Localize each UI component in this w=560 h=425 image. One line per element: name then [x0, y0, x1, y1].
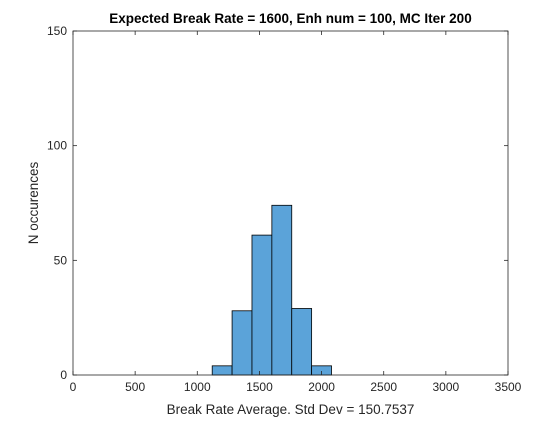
- x-tick-label: 2500: [370, 380, 397, 394]
- x-tick-label: 2000: [308, 380, 335, 394]
- y-tick-label: 50: [54, 253, 68, 267]
- histogram-bar-3: [271, 204, 293, 376]
- x-tick-label: 1000: [184, 380, 211, 394]
- x-tick-label: 1500: [246, 380, 273, 394]
- y-tick-label: 0: [60, 368, 67, 382]
- x-axis-label: Break Rate Average. Std Dev = 150.7537: [167, 402, 415, 417]
- y-tick-label: 150: [47, 24, 67, 38]
- x-tick-label: 3000: [433, 380, 460, 394]
- y-axis-label: N occurences: [26, 161, 41, 244]
- x-tick-label: 0: [70, 380, 77, 394]
- histogram-bar-4: [291, 308, 313, 376]
- histogram-bar-2: [251, 234, 273, 376]
- x-tick-label: 500: [125, 380, 145, 394]
- x-tick-label: 3500: [495, 380, 522, 394]
- axes-box: [72, 30, 509, 376]
- y-tick-label: 100: [47, 139, 67, 153]
- histogram-bar-0: [211, 365, 233, 376]
- histogram-bar-1: [231, 310, 253, 376]
- chart-title: Expected Break Rate = 1600, Enh num = 10…: [109, 11, 471, 26]
